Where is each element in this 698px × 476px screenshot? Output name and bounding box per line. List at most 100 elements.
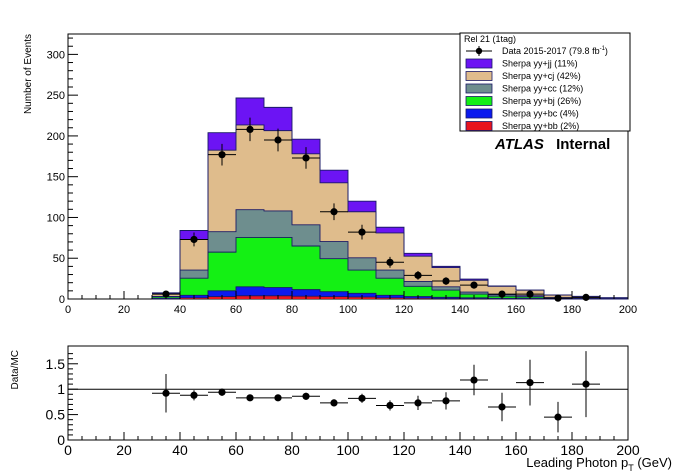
stack-bar-3-5: [292, 224, 320, 246]
main-y-tick-label-0: 0: [59, 294, 65, 306]
main-y-tick-label-1: 50: [53, 253, 65, 265]
data-point-7: [358, 228, 366, 236]
stack-bar-5-5: [292, 139, 320, 154]
legend-label-5: Sherpa yy+bb (2%): [502, 121, 579, 131]
x-axis-label-unit: (GeV): [634, 455, 672, 470]
stack-bar-5-11: [460, 279, 488, 281]
stack-bar-2-9: [404, 286, 432, 297]
ratio-x-tick-label-0: 0: [64, 442, 72, 458]
x-axis-label: Leading Photon pT (GeV): [526, 455, 672, 473]
main-x-tick-label-4: 80: [286, 304, 298, 316]
main-x-tick-label-3: 60: [230, 304, 242, 316]
stack-bar-5-4: [264, 107, 292, 131]
data-point-11: [470, 281, 478, 289]
stack-outline-5: [152, 97, 628, 299]
legend-entry-1: Sherpa yy+cj (42%): [465, 71, 581, 81]
main-x-tick-label-2: 40: [174, 304, 186, 316]
ratio-x-tick-label-10: 200: [616, 442, 640, 458]
stack-bar-3-9: [404, 281, 432, 287]
main-y-tick-label-5: 250: [47, 90, 65, 102]
ratio-point-7: [358, 394, 366, 402]
legend-data-label-sup: -1: [600, 46, 606, 52]
atlas-label-internal: Internal: [556, 136, 610, 153]
legend-label-3: Sherpa yy+bj (26%): [502, 96, 581, 106]
ratio-point-14: [554, 413, 562, 421]
ratio-point-4: [274, 394, 282, 402]
legend-label-4: Sherpa yy+bc (4%): [502, 109, 579, 119]
legend-entry-0: Sherpa yy+jj (11%): [465, 58, 578, 69]
legend-swatch-0: [465, 58, 493, 69]
ratio-point-3: [246, 394, 254, 402]
main-y-axis-label: Number of Events: [23, 34, 34, 114]
data-point-8: [386, 258, 394, 266]
legend-label-0: Sherpa yy+jj (11%): [502, 59, 578, 69]
main-axes: 0 20 40 60 80 100 120 140 160 180 200 0 50 100 150 200 2…: [47, 37, 637, 316]
stack-bar-1-6: [320, 291, 348, 297]
stack-bar-2-8: [376, 278, 404, 296]
legend-data-label: Data 2015-2017 (79.8 fb-1): [502, 46, 608, 56]
ratio-y-axis-label: Data/MC: [10, 350, 21, 389]
stack-bar-2-7: [348, 270, 376, 294]
main-x-tick-label-10: 200: [619, 304, 637, 316]
main-x-tick-label-5: 100: [339, 304, 357, 316]
atlas-label-bold: ATLAS: [494, 136, 544, 153]
ratio-point-0: [162, 389, 170, 397]
data-point-9: [414, 271, 422, 279]
ratio-point-10: [442, 397, 450, 405]
ratio-y-tick-label-3: 1.5: [46, 356, 66, 372]
ratio-y-tick-label-2: 1: [57, 381, 65, 397]
legend-swatch-1: [465, 71, 493, 81]
data-point-0: [162, 290, 170, 298]
ratio-x-tick-label-1: 20: [116, 442, 132, 458]
legend-swatch-3: [465, 96, 493, 106]
ratio-x-tick-label-5: 100: [336, 442, 360, 458]
data-point-6: [330, 208, 338, 216]
stack-bar-5-8: [376, 227, 404, 233]
main-x-tick-label-1: 20: [118, 304, 130, 316]
ratio-x-tick-label-3: 60: [228, 442, 244, 458]
stack-bar-1-4: [264, 287, 292, 296]
legend-entry-2: Sherpa yy+cc (12%): [465, 84, 583, 94]
data-point-5: [302, 154, 310, 162]
legend-label-1: Sherpa yy+cj (42%): [502, 71, 581, 81]
legend-swatch-4: [465, 108, 493, 119]
stack-bar-3-6: [320, 241, 348, 259]
legend-entry-3: Sherpa yy+bj (26%): [465, 96, 581, 106]
ratio-point-8: [386, 401, 394, 410]
legend-header: Rel 21 (1tag): [464, 34, 516, 44]
stack-bar-5-7: [348, 201, 376, 212]
main-x-tick-label-9: 180: [563, 304, 581, 316]
main-y-tick-label-3: 150: [47, 172, 65, 184]
stack-bar-2-6: [320, 258, 348, 292]
data-point-3: [246, 125, 254, 133]
ratio-point-1: [190, 391, 198, 399]
stack-bar-3-10: [432, 286, 460, 291]
ratio-point-12: [498, 403, 506, 411]
x-axis-label-main: Leading Photon p: [526, 455, 628, 470]
ratio-point-13: [526, 378, 534, 387]
stack-bar-5-10: [432, 266, 460, 268]
legend-data-marker: [475, 47, 483, 55]
main-x-tick-label-0: 0: [65, 304, 71, 316]
stack-bar-2-2: [208, 252, 236, 291]
stack-bar-3-2: [208, 231, 236, 253]
x-axis-label-sub: T: [628, 463, 634, 473]
data-point-10: [442, 277, 450, 285]
ratio-y-tick-label-0: 0: [57, 432, 65, 448]
data-point-2: [218, 151, 226, 159]
stack-bar-1-5: [292, 289, 320, 297]
ratio-point-9: [414, 399, 422, 407]
legend-entry-5: Sherpa yy+bb (2%): [465, 121, 579, 131]
atlas-label: ATLAS Internal: [494, 136, 610, 153]
stack-bar-2-5: [292, 246, 320, 290]
data-point-13: [526, 290, 534, 298]
ratio-y-tick-label-1: 0.5: [46, 407, 66, 423]
ratio-x-tick-label-4: 80: [284, 442, 300, 458]
stack-bar-5-2: [208, 132, 236, 151]
stack-bar-4-10: [432, 267, 460, 287]
main-y-tick-label-4: 200: [47, 131, 65, 143]
ratio-x-tick-label-9: 180: [560, 442, 584, 458]
legend-entries: Data 2015-2017 (79.8 fb-1) Sherpa yy+jj (…: [465, 46, 608, 131]
stack-bar-3-1: [180, 270, 208, 279]
